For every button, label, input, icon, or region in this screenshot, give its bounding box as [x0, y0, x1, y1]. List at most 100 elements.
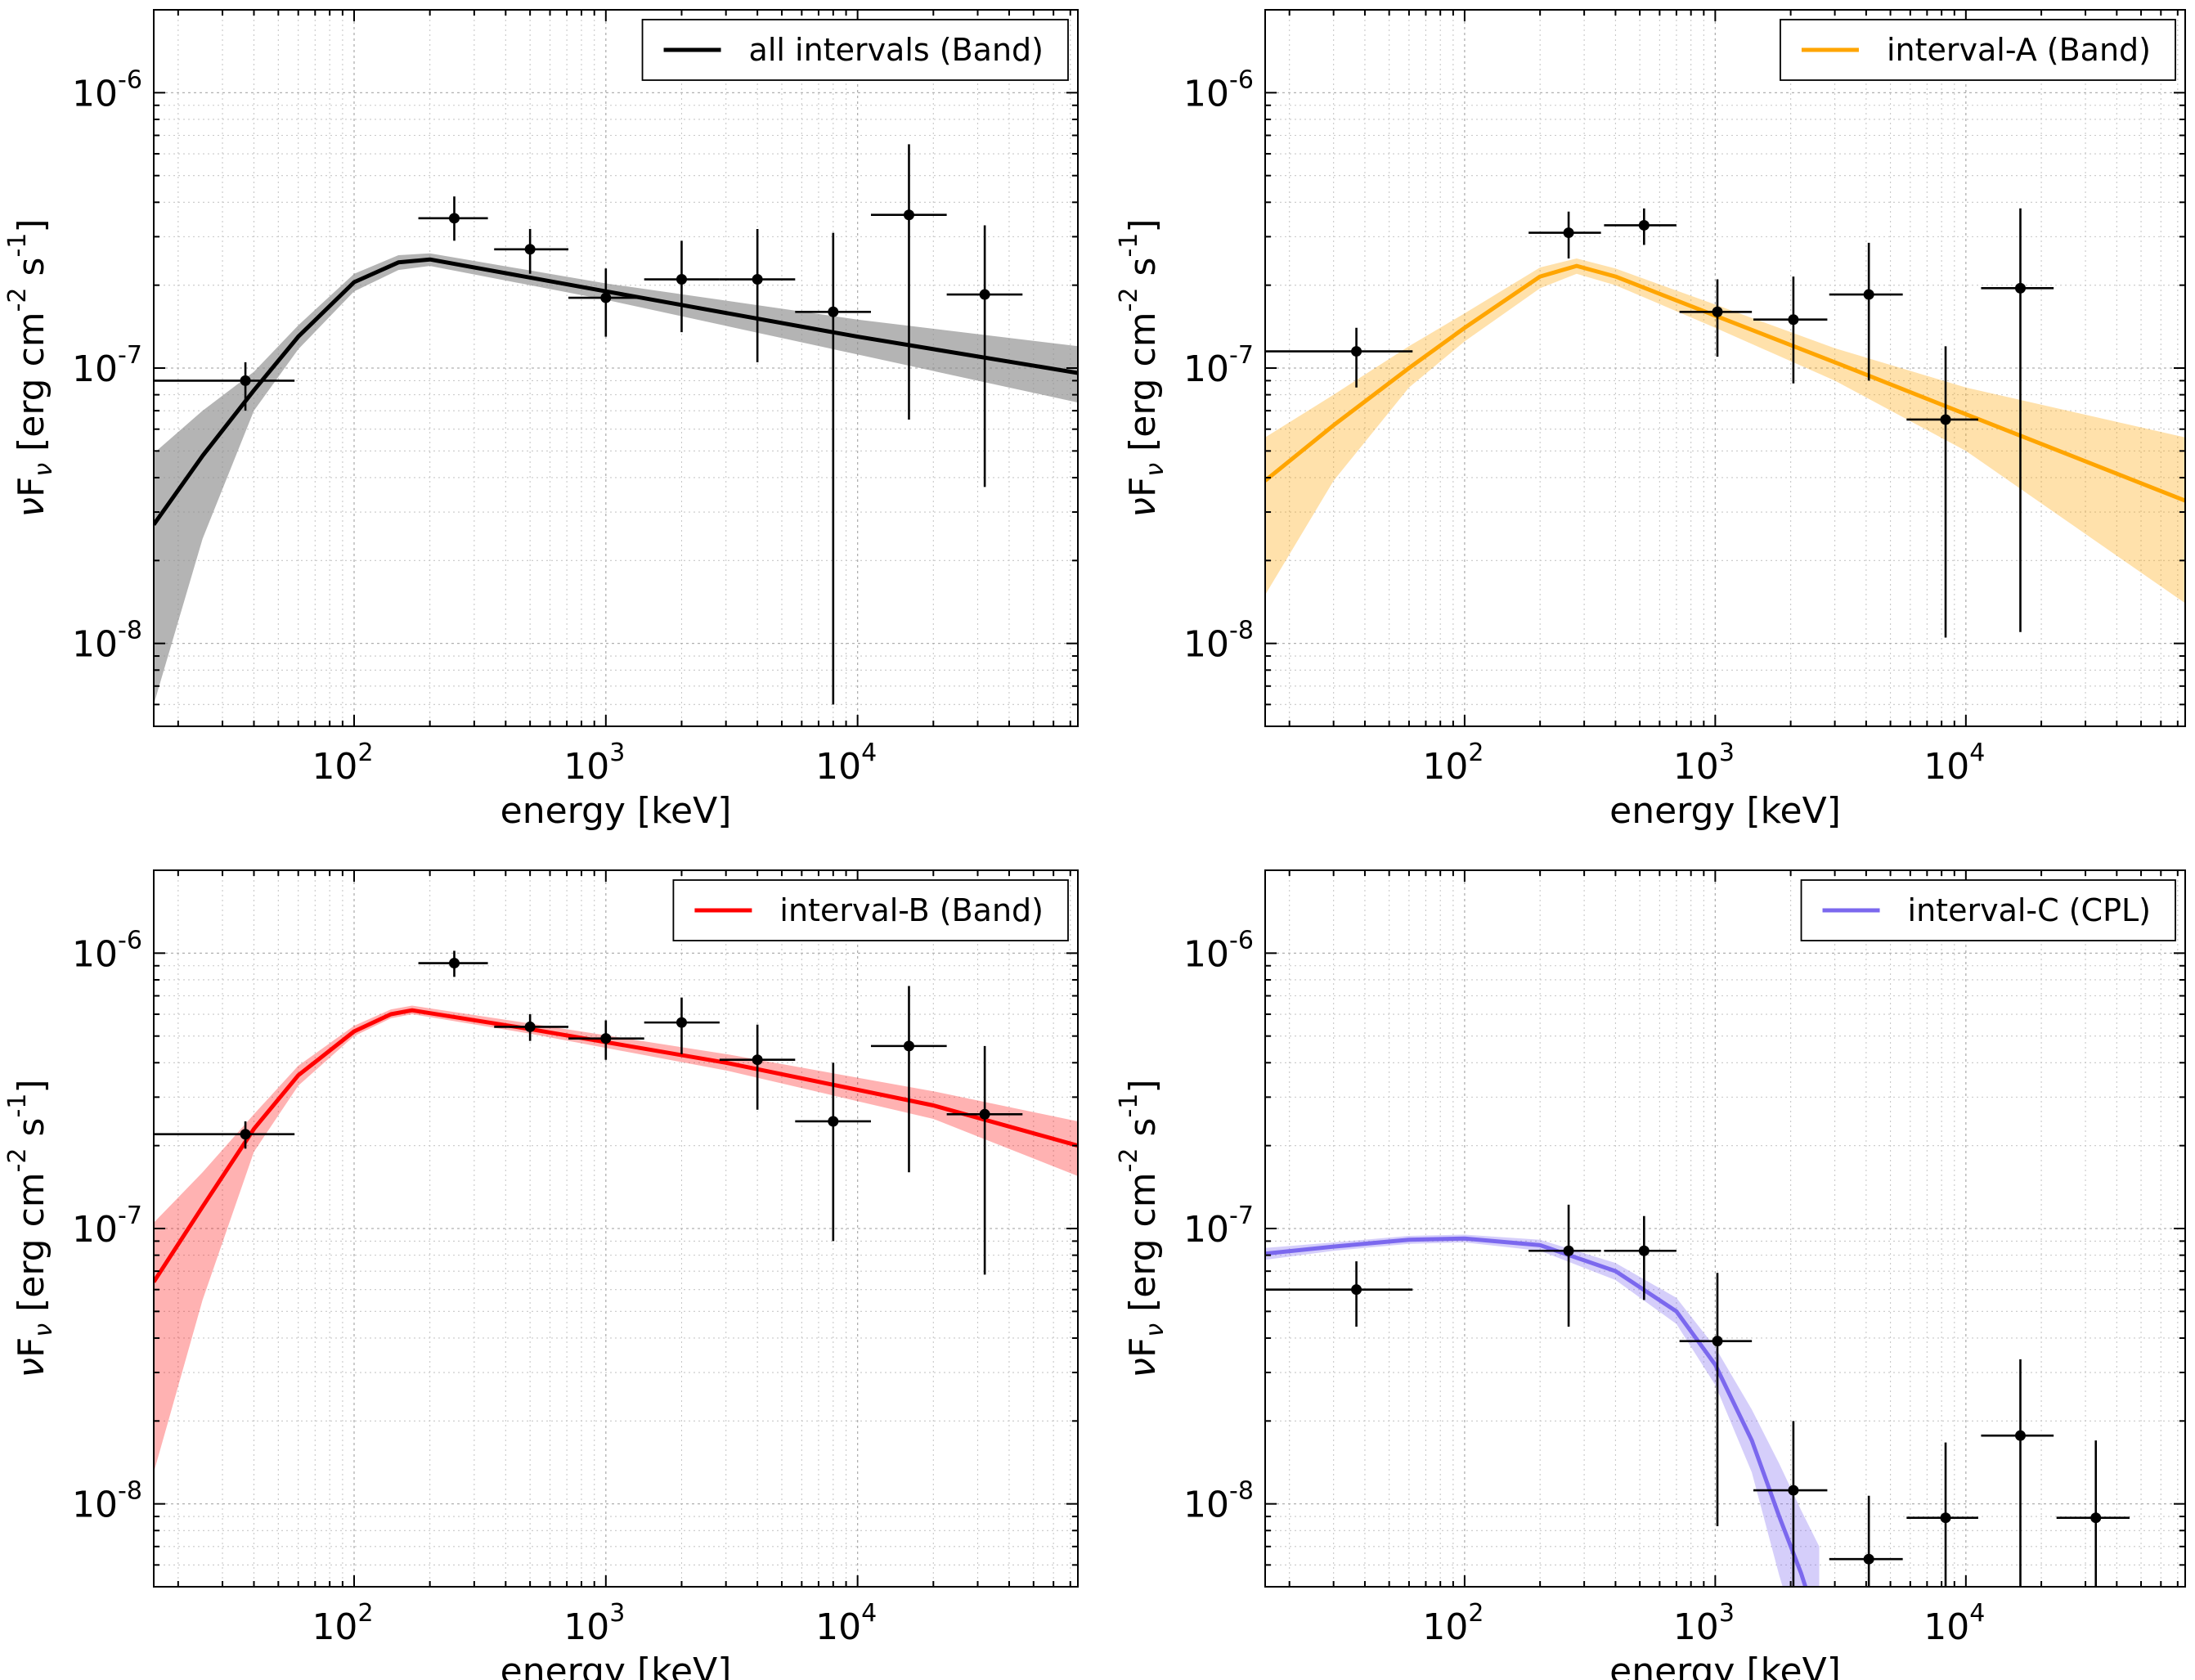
y-tick-exponent: -6	[1229, 65, 1254, 94]
x-tick-label: 103	[1673, 739, 1735, 788]
ylabel-nu: ν	[1122, 1358, 1164, 1378]
data-point	[795, 232, 871, 705]
ylabel-bracket: ]	[11, 218, 52, 232]
data-marker	[448, 213, 460, 224]
data-point	[1528, 1204, 1601, 1327]
data-point	[1753, 276, 1828, 384]
x-tick-exponent: 2	[1468, 739, 1484, 767]
ylabel-bracket: ]	[1122, 218, 1164, 232]
data-marker	[1563, 1245, 1574, 1256]
data-marker	[1788, 314, 1799, 326]
x-tick-label: 104	[815, 739, 877, 788]
data-marker	[1788, 1485, 1799, 1496]
y-tick-label: 10-8	[72, 617, 142, 666]
data-marker	[676, 274, 687, 285]
data-marker	[600, 292, 612, 303]
data-point	[870, 986, 947, 1173]
model-line	[1265, 263, 2185, 503]
y-tick-exponent: -6	[118, 65, 142, 94]
x-tick-exponent: 4	[861, 1599, 877, 1628]
data-point	[1679, 1273, 1753, 1526]
x-tick-exponent: 3	[1719, 739, 1735, 767]
data-point	[644, 997, 720, 1054]
y-tick-label: 10-6	[72, 926, 142, 975]
x-tick-label: 104	[1923, 1599, 1985, 1648]
legend-label: interval-B (Band)	[779, 892, 1044, 928]
y-tick-base: 10	[1183, 1485, 1229, 1526]
ylabel-f: F	[11, 477, 52, 497]
x-tick-label: 103	[1673, 1599, 1735, 1648]
grid	[1265, 869, 2185, 1588]
x-tick-label: 102	[1422, 739, 1484, 788]
y-tick-exponent: -8	[1229, 617, 1254, 645]
y-tick-label: 10-7	[72, 341, 142, 390]
ylabel-s-exponent: -1	[1115, 1094, 1143, 1118]
x-tick-label: 103	[563, 739, 625, 788]
legend-label: all intervals (Band)	[749, 32, 1044, 68]
data-marker	[524, 1021, 536, 1032]
x-tick-exponent: 3	[1719, 1599, 1735, 1628]
y-tick-label: 10-6	[1183, 926, 1254, 975]
model-confidence-band	[1265, 1234, 1820, 1587]
y-tick-exponent: -7	[118, 1202, 142, 1230]
ylabel-units: [erg cm	[1122, 312, 1164, 463]
x-tick-label: 104	[815, 1599, 877, 1648]
ylabel-cm-exponent: -2	[3, 287, 32, 312]
data-point	[418, 196, 488, 241]
data-marker	[828, 1116, 839, 1127]
ylabel-f: F	[1122, 1337, 1164, 1358]
data-point	[719, 228, 796, 362]
x-tick-base: 10	[1422, 746, 1468, 788]
ylabel-bracket: ]	[11, 1079, 52, 1093]
y-tick-base: 10	[72, 933, 118, 975]
data-point	[2056, 1440, 2130, 1587]
plot-area	[154, 144, 1078, 705]
model-line	[1265, 1236, 1808, 1587]
x-axis-label: energy [keV]	[500, 790, 732, 832]
data-marker	[1351, 346, 1362, 357]
data-marker	[1712, 306, 1723, 317]
ylabel-units: [erg cm	[1122, 1172, 1164, 1323]
plot-area	[154, 950, 1078, 1473]
data-marker	[2014, 1430, 2026, 1441]
data-marker	[1712, 1336, 1723, 1347]
y-tick-base: 10	[1183, 933, 1229, 975]
y-tick-label: 10-7	[1183, 341, 1254, 390]
x-tick-exponent: 4	[1969, 1599, 1985, 1628]
data-point	[1981, 208, 2054, 632]
data-marker	[1940, 1512, 1951, 1524]
data-marker	[903, 209, 914, 221]
x-tick-base: 10	[815, 746, 861, 788]
data-point	[644, 240, 720, 333]
legend-box	[641, 19, 1069, 81]
legend: interval-B (Band)	[672, 879, 1069, 941]
x-tick-exponent: 4	[1969, 739, 1985, 767]
x-tick-exponent: 2	[1468, 1599, 1484, 1628]
x-axis-label: energy [keV]	[500, 1651, 732, 1680]
y-tick-base: 10	[1183, 73, 1229, 115]
x-tick-exponent: 2	[357, 1599, 373, 1628]
y-tick-exponent: -7	[1229, 341, 1254, 370]
ylabel-nu-subscript: ν	[29, 463, 58, 477]
legend: interval-A (Band)	[1780, 19, 2176, 81]
model-confidence-band	[154, 1005, 1078, 1473]
plot-area	[1265, 208, 2185, 638]
ylabel-nu: ν	[1122, 497, 1164, 518]
x-tick-base: 10	[815, 1606, 861, 1648]
data-point	[1679, 279, 1753, 357]
x-tick-base: 10	[563, 746, 609, 788]
data-point	[1265, 1261, 1413, 1327]
x-tick-label: 102	[312, 1599, 373, 1648]
data-marker	[1351, 1284, 1362, 1296]
ylabel-s: s	[11, 258, 52, 288]
y-tick-base: 10	[1183, 348, 1229, 390]
y-tick-exponent: -8	[118, 1477, 142, 1506]
data-marker	[676, 1017, 687, 1028]
data-marker	[1638, 1245, 1650, 1256]
ylabel-s: s	[1122, 1118, 1164, 1148]
data-point	[494, 228, 569, 274]
y-tick-base: 10	[1183, 1209, 1229, 1251]
ylabel-nu: ν	[11, 497, 52, 518]
